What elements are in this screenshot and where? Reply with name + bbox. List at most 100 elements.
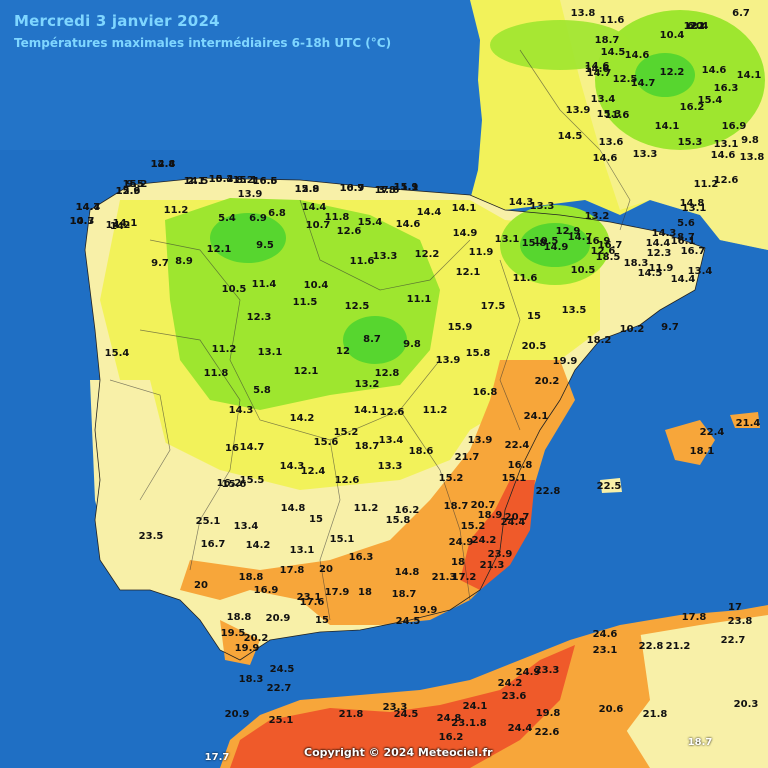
temperature-label: 12.9: [115, 186, 141, 197]
temperature-label: 20: [689, 21, 703, 32]
temperature-label: 12.4: [683, 21, 709, 32]
temperature-label: 11.5: [292, 297, 318, 308]
temperature-label: 23.1: [592, 645, 618, 656]
temperature-label: 14.6: [592, 153, 618, 164]
temperature-label: 21.3: [431, 572, 457, 583]
temperature-label: 5.6: [677, 218, 695, 229]
temperature-label: 23.9: [487, 549, 513, 560]
temperature-label: 12.9: [294, 184, 320, 195]
temperature-label: 24.4: [500, 517, 526, 528]
temperature-label: 9.7: [661, 322, 679, 333]
temperature-label: 20: [319, 564, 333, 575]
temperature-label: 14.1: [654, 121, 680, 132]
temperature-label: 14: [110, 221, 124, 232]
temperature-label: 3.8: [378, 185, 396, 196]
temperature-label: 10.4: [659, 30, 685, 41]
temperature-label: 11.2: [693, 179, 719, 190]
temperature-label: 15.3: [596, 109, 622, 120]
temperature-label: 11.2: [163, 205, 189, 216]
temperature-label: 14.1: [112, 218, 138, 229]
temperature-label: 18.8: [238, 572, 264, 583]
temperature-label: 14.8: [280, 503, 306, 514]
temperature-label: 24.5: [269, 664, 295, 675]
temperature-label: 16.7: [339, 183, 365, 194]
temperature-label: 13.3: [377, 461, 403, 472]
temperature-label: 14.4: [645, 238, 671, 249]
copyright-notice: Copyright © 2024 Meteociel.fr: [304, 746, 493, 759]
temperature-label: 13.4: [590, 94, 616, 105]
temperature-label: 15.1: [501, 473, 527, 484]
temperature-label: 14.4: [416, 207, 442, 218]
temperature-label: 13.5: [561, 305, 587, 316]
temperature-label: 14.7: [630, 78, 656, 89]
temperature-label: 11.1: [406, 294, 432, 305]
temperature-label: 20.9: [224, 709, 250, 720]
temperature-label: 13.2: [354, 379, 380, 390]
temperature-label: 12.6: [379, 407, 405, 418]
temperature-label: 19.5: [220, 628, 246, 639]
temperature-label: 17: [728, 602, 742, 613]
temperature-label: 18.7: [443, 501, 469, 512]
temperature-label: 16.1: [670, 236, 696, 247]
temperature-label: 12.1: [206, 244, 232, 255]
temperature-label: 20.6: [598, 704, 624, 715]
temperature-label: 16.2: [438, 732, 464, 743]
temperature-label: 15.2: [438, 473, 464, 484]
temperature-label: 14.1: [451, 203, 477, 214]
temperature-label: 11.4: [251, 279, 277, 290]
temperature-label: 23.3: [382, 702, 408, 713]
temperature-label: 16.2: [679, 102, 705, 113]
temperature-label: 23.1.8: [451, 718, 487, 729]
temperature-label: 21.4: [735, 418, 761, 429]
temperature-label: 16.2: [216, 478, 242, 489]
temperature-label: 14.7: [586, 68, 612, 79]
temperature-label: 20.3: [733, 699, 759, 710]
temperature-label: 16.7: [597, 240, 623, 251]
temperature-label: 11.6: [512, 273, 538, 284]
temperature-label: 13.1: [257, 347, 283, 358]
temperature-label: 11.9: [468, 247, 494, 258]
temperature-label: 14.6: [395, 219, 421, 230]
map-title: Mercredi 3 janvier 2024: [14, 12, 220, 30]
temperature-label: 24.4: [507, 723, 533, 734]
temperature-label: 13.9: [467, 435, 493, 446]
temperature-label: 20.2: [534, 376, 560, 387]
temperature-label: 15.1: [232, 175, 258, 186]
temperature-label: 20.2: [243, 633, 269, 644]
temperature-label: 14.2: [105, 220, 131, 231]
temperature-label: 21.8: [642, 709, 668, 720]
temperature-label: 13.1: [494, 234, 520, 245]
temperature-label: 12.6: [334, 475, 360, 486]
temperature-label: 20.7: [470, 500, 496, 511]
temperature-label: 14.3: [279, 461, 305, 472]
temperature-label: 24.5: [393, 709, 419, 720]
temperature-label: 16.8: [472, 387, 498, 398]
temperature-label: 12.5: [344, 301, 370, 312]
temperature-label: 14.9: [452, 228, 478, 239]
temperature-label: 10.7: [305, 220, 331, 231]
temperature-label: 24.1: [523, 411, 549, 422]
temperature-label: 24.9: [448, 537, 474, 548]
temperature-label: 15.4: [357, 217, 383, 228]
temperature-label: 12.6: [336, 226, 362, 237]
temperature-label: 16.9: [253, 585, 279, 596]
temperature-label: 14.7: [567, 232, 593, 243]
temperature-label: 24.6: [592, 629, 618, 640]
temperature-label: 15.2: [122, 179, 148, 190]
temperature-label: 18.6: [408, 446, 434, 457]
temperature-label: 14.5: [183, 176, 209, 187]
temperature-label: 18.3: [623, 258, 649, 269]
temperature-label: 10.7: [69, 216, 95, 227]
temperature-label: 8.7: [363, 334, 381, 345]
temperature-label: 18.7: [687, 737, 713, 748]
temperature-label: 19.9: [552, 356, 578, 367]
temperature-label: 11.2: [211, 344, 237, 355]
temperature-label: 15.4: [697, 95, 723, 106]
temperature-label: 13.4: [687, 266, 713, 277]
temperature-label: 9.7: [151, 258, 169, 269]
temperature-label: 12.8: [150, 159, 176, 170]
temperature-label: 8.9: [175, 256, 193, 267]
temperature-label: 10.4: [303, 280, 329, 291]
